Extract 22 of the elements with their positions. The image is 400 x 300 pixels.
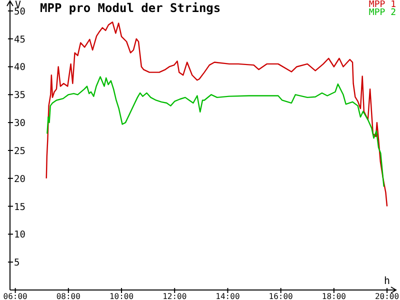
y-tick-label: 5 (14, 258, 20, 269)
chart-title: MPP pro Modul der Strings (40, 1, 221, 15)
x-tick-label: 16:00 (268, 292, 294, 300)
x-tick-label: 14:00 (216, 292, 240, 300)
x-tick-label: 10:00 (109, 292, 134, 300)
y-tick-label: 20 (14, 174, 26, 185)
y-tick-label: 10 (14, 230, 26, 241)
y-tick-label: 40 (14, 62, 26, 74)
y-tick-label: 45 (14, 34, 26, 46)
x-axis-title: h (384, 276, 390, 287)
text: MPP 2 (368, 8, 396, 18)
x-tick-label: 12:00 (162, 292, 187, 300)
y-tick-label: 35 (14, 90, 26, 102)
x-tick-label: 18:00 (322, 292, 346, 300)
x-tick-label: 08:00 (56, 292, 81, 300)
line-series (46, 21, 388, 207)
y-tick-label: 25 (14, 146, 26, 157)
y-tick-label: 15 (14, 202, 26, 213)
x-tick-label: 06:00 (3, 292, 28, 300)
x-tick-label: 20:00 (374, 292, 400, 300)
y-tick-label: 30 (14, 118, 26, 130)
line-series (46, 76, 384, 188)
